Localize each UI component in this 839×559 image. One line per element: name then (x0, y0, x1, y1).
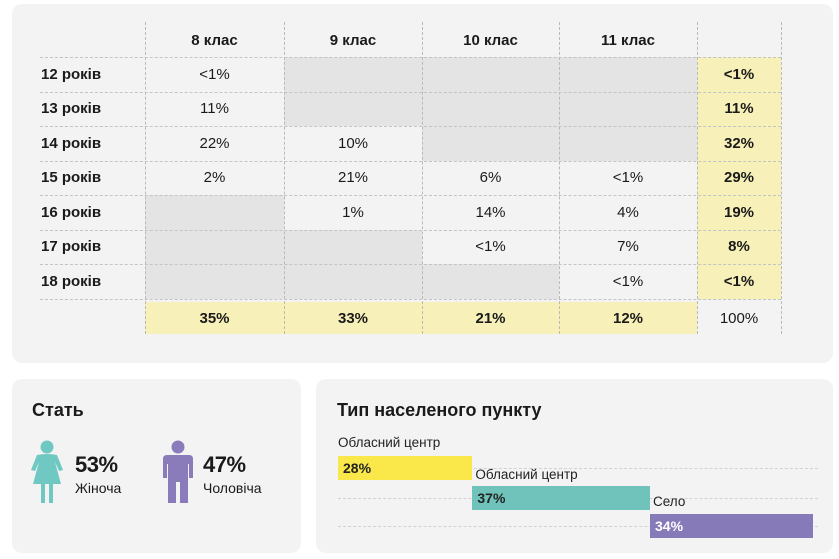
settlement-bar: 28% (338, 456, 473, 480)
grid-line (422, 22, 423, 334)
table-cell (422, 264, 559, 299)
table-cell (559, 126, 697, 161)
table-cell (422, 126, 559, 161)
table-cell (284, 91, 422, 126)
grid-line (697, 22, 698, 334)
table-cell (145, 229, 284, 264)
bar-category-label: Село (653, 494, 686, 509)
bar-category-label: Обласний центр (475, 467, 578, 482)
row-total-cell: 8% (697, 229, 781, 264)
settlement-bar: 37% (472, 486, 650, 510)
female-percent: 53% (75, 452, 118, 477)
table-cell: 21% (337, 169, 369, 187)
table-cell: <1% (612, 272, 644, 290)
table-cell: 14% (475, 203, 506, 221)
column-total-cell: 33% (284, 302, 422, 334)
table-cell: <1% (199, 65, 230, 83)
row-label: 14 років (41, 134, 102, 152)
table-cell (145, 264, 284, 299)
table-cell: 2% (203, 169, 226, 187)
row-total-cell: 19% (697, 195, 781, 230)
column-header: 9 клас (329, 31, 377, 49)
grid-line (145, 22, 146, 334)
column-header: 10 клас (463, 31, 518, 49)
sex-title: Стать (32, 400, 84, 420)
table-cell: 10% (337, 134, 369, 152)
grid-line (781, 22, 782, 334)
column-total-cell: 12% (559, 302, 697, 334)
column-header (697, 22, 781, 58)
row-total-cell: 29% (697, 160, 781, 195)
row-total-cell: 11% (697, 91, 781, 126)
table-cell: <1% (475, 238, 506, 256)
male-percent: 47% (203, 452, 246, 477)
table-cell: 6% (479, 169, 502, 187)
table-cell (559, 57, 697, 92)
settlement-bar: 34% (650, 514, 814, 538)
table-cell: 11% (200, 100, 229, 118)
grid-line (40, 229, 781, 231)
table-cell: 22% (199, 134, 230, 152)
female-label: Жіноча (75, 480, 122, 496)
table-cell: <1% (612, 169, 644, 187)
grid-line (559, 22, 560, 334)
table-cell (284, 57, 422, 92)
row-total-cell: <1% (697, 264, 781, 299)
column-header: 11 клас (601, 31, 655, 49)
row-label: 18 років (41, 272, 102, 290)
table-cell (422, 57, 559, 92)
table-cell (559, 91, 697, 126)
table-cell: 1% (342, 203, 364, 221)
bar-guide-line (338, 526, 818, 527)
table-cell (422, 91, 559, 126)
bar-category-label: Обласний центр (338, 435, 441, 450)
row-total-cell: 32% (697, 126, 781, 161)
female-figure-icon (31, 440, 63, 503)
grid-line (40, 160, 781, 162)
table-cell (145, 195, 284, 230)
row-label: 17 років (41, 238, 102, 256)
bar-guide-line (338, 468, 818, 469)
grid-line (40, 195, 781, 196)
table-cell: 4% (617, 203, 639, 221)
grid-line (40, 57, 781, 58)
grid-line (40, 298, 781, 300)
row-label: 13 років (41, 100, 102, 118)
table-cell (284, 229, 422, 264)
row-total-cell: <1% (697, 57, 781, 92)
grid-line (284, 22, 285, 334)
column-total-cell: 35% (145, 302, 284, 334)
male-figure-icon (163, 440, 193, 503)
table-cell: 7% (617, 238, 639, 256)
row-label: 12 років (41, 65, 102, 83)
grid-line (40, 126, 781, 127)
table-cell (284, 264, 422, 299)
row-label: 15 років (41, 169, 102, 187)
column-header: 8 клас (191, 31, 238, 49)
row-label: 16 років (41, 203, 102, 221)
male-label: Чоловіча (203, 480, 262, 496)
grid-line (40, 91, 781, 93)
column-total-cell: 21% (422, 302, 559, 334)
settlement-title: Тип населеного пункту (337, 400, 542, 420)
grand-total-cell: 100% (719, 309, 759, 327)
grid-line (40, 264, 781, 265)
